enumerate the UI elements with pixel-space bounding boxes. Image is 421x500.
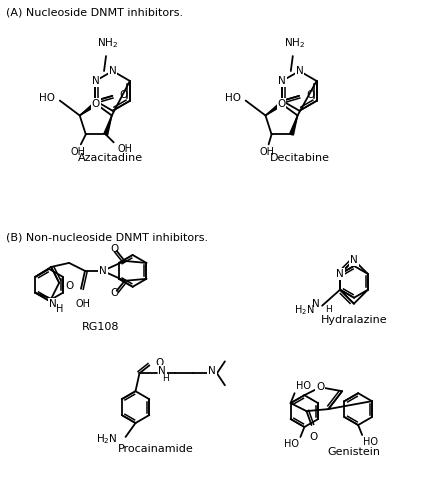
Text: N: N [278,76,286,86]
Text: HO: HO [225,92,241,102]
Text: OH: OH [75,298,91,308]
Text: OH: OH [70,148,85,158]
Text: O: O [119,90,128,100]
Polygon shape [290,116,298,135]
Text: N: N [296,66,303,76]
Text: N: N [350,255,358,265]
Text: HO: HO [39,92,55,102]
Text: N: N [208,366,216,376]
Text: O: O [111,244,119,254]
Text: N: N [99,266,107,276]
Text: H$_2$N: H$_2$N [96,432,117,446]
Text: H: H [325,305,332,314]
Text: NH$_2$: NH$_2$ [97,36,119,50]
Text: H: H [162,374,169,383]
Text: N: N [158,366,166,376]
Text: O: O [277,99,286,109]
Text: (A) Nucleoside DNMT inhibitors.: (A) Nucleoside DNMT inhibitors. [6,8,184,18]
Polygon shape [104,116,112,135]
Text: N: N [336,269,344,279]
Text: H$_2$N: H$_2$N [294,303,314,316]
Text: O: O [111,288,119,298]
Text: O: O [316,382,325,392]
Text: N: N [49,298,57,308]
Text: N: N [109,66,117,76]
Text: HO: HO [285,439,299,449]
Text: NH$_2$: NH$_2$ [284,36,305,50]
Text: Azacitadine: Azacitadine [78,152,143,162]
Text: Genistein: Genistein [328,447,381,457]
Text: Decitabine: Decitabine [269,152,329,162]
Text: O: O [309,432,317,442]
Text: HO: HO [363,437,378,447]
Polygon shape [266,102,282,116]
Text: Procainamide: Procainamide [117,444,193,454]
Text: RG108: RG108 [82,322,120,332]
Text: O: O [66,281,74,291]
Text: Hydralazine: Hydralazine [321,314,387,324]
Text: H: H [56,304,64,314]
Text: OH: OH [117,144,133,154]
Polygon shape [80,102,97,116]
Text: N: N [312,298,320,308]
Text: O: O [92,99,100,109]
Text: N: N [92,76,99,86]
Text: OH: OH [259,148,274,158]
Text: HO: HO [296,381,311,391]
Text: (B) Non-nucleoside DNMT inhibitors.: (B) Non-nucleoside DNMT inhibitors. [6,232,208,242]
Text: O: O [155,358,164,368]
Text: O: O [306,90,314,100]
